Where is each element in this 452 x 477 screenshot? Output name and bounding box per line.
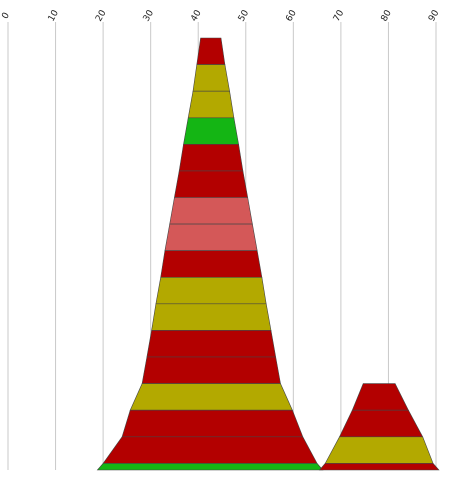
x-tick-label-80: 80 [380,8,395,23]
layer-s1-2 [324,436,434,464]
x-tick-label-20: 20 [94,8,109,23]
x-tick-label-10: 10 [47,8,62,23]
layer-s1-1 [339,409,424,438]
x-tick-label-60: 60 [284,8,299,23]
layer-s0-3 [183,117,239,145]
layer-s0-11 [146,330,277,358]
layer-s0-1 [192,64,230,92]
x-tick-label-70: 70 [332,8,347,23]
layer-s0-13 [129,383,293,411]
x-tick-label-50: 50 [237,8,252,23]
layer-s1-0 [351,383,409,411]
x-tick-label-40: 40 [189,8,204,23]
stacked-layers [96,37,440,471]
layer-s0-7 [164,223,258,251]
x-tick-label-30: 30 [142,8,157,23]
layer-s1-3 [318,463,440,471]
layer-s0-10 [151,303,272,331]
layer-s0-8 [160,250,263,278]
x-tick-labels: 0 10 20 30 40 50 60 70 80 90 [1,8,442,23]
layer-s0-5 [174,170,249,198]
layer-s0-2 [187,90,235,119]
layer-s0-9 [155,276,267,305]
x-tick-label-90: 90 [427,8,442,23]
layer-s0-12 [141,356,281,384]
layer-s0-16 [96,463,324,471]
layer-s0-14 [121,409,304,438]
layer-s0-4 [178,144,244,172]
layer-s0-6 [169,197,253,225]
x-tick-label-0: 0 [1,11,13,21]
layer-s0-0 [196,37,226,65]
layer-s0-15 [102,436,318,464]
